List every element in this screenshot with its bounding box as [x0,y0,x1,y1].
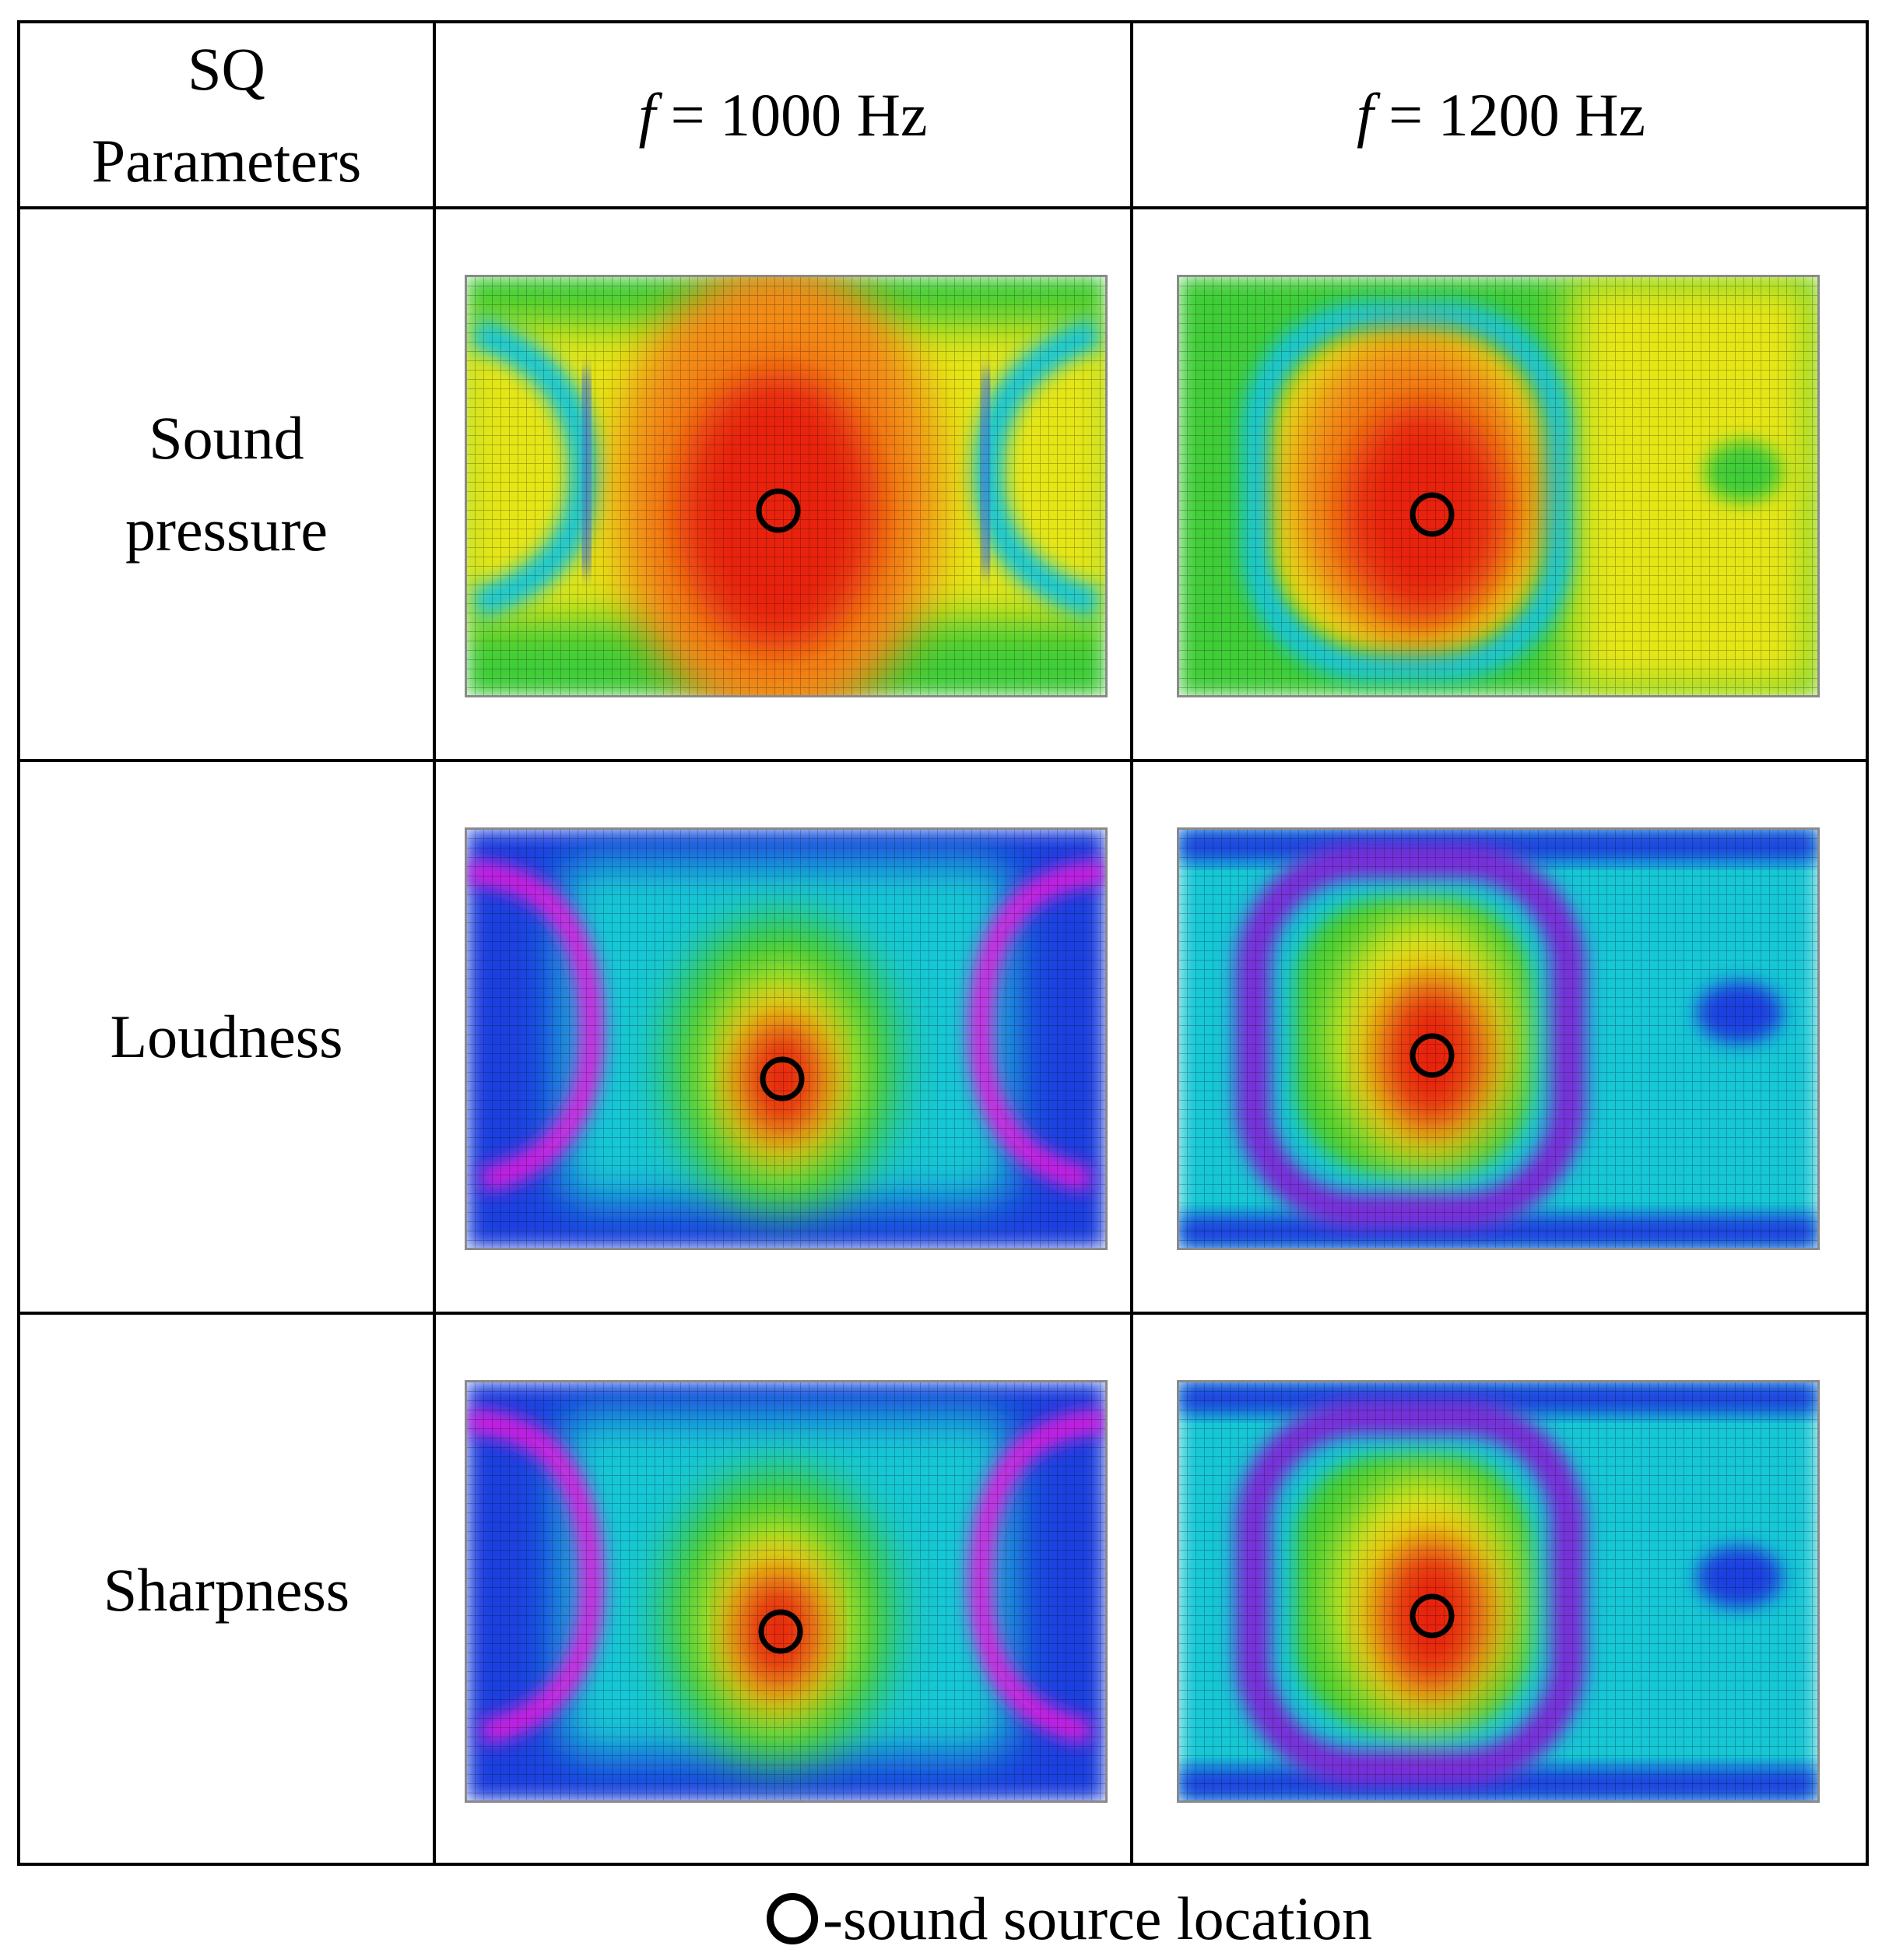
grid-overlay [467,1382,1105,1800]
row-label-sound-pressure: Sound pressure [20,209,433,759]
freq-value: = 1200 Hz [1373,80,1646,149]
row-label-loudness: Loudness [20,762,433,1312]
freq-value: = 1000 Hz [655,80,928,149]
row-divider [20,759,1866,762]
heatmap-sharpness-1000hz [465,1380,1108,1803]
header-parameters-line1: SQ [188,34,265,103]
grid-overlay [1179,830,1817,1248]
circle-outline-icon [767,1893,818,1944]
column-divider [1130,23,1133,1863]
heatmap-sound-pressure-1000hz [465,275,1108,697]
heatmap-sharpness-1200hz [1177,1380,1820,1803]
heatmap-loudness-1200hz [1177,827,1820,1250]
grid-overlay [1179,277,1817,695]
row-label-line1: Loudness [110,1003,343,1070]
sound-source-marker [1410,1593,1455,1639]
row-label-line1: Sound [149,404,304,472]
row-divider [20,206,1866,209]
header-freq-1200: f = 1200 Hz [1133,23,1869,206]
sound-source-marker [1410,492,1455,537]
heatmap-sound-pressure-1200hz [1177,275,1820,697]
row-label-sharpness: Sharpness [20,1315,433,1866]
row-label-line2: pressure [125,496,328,564]
grid-overlay [1179,1382,1817,1800]
grid-overlay [467,830,1105,1248]
legend-text: -sound source location [823,1884,1373,1952]
sound-source-marker [756,488,801,533]
sound-source-marker [760,1056,805,1101]
grid-overlay [467,277,1105,695]
sound-source-marker [758,1609,803,1654]
freq-symbol: f [638,80,656,149]
row-divider [20,1312,1866,1315]
sound-source-marker [1410,1033,1455,1078]
header-parameters-line2: Parameters [91,126,362,195]
results-table: SQ Parameters f = 1000 Hz f = 1200 Hz So… [17,20,1869,1866]
header-parameters: SQ Parameters [20,23,433,206]
row-label-line1: Sharpness [103,1556,350,1624]
heatmap-loudness-1000hz [465,827,1108,1250]
column-divider [433,23,436,1863]
legend: -sound source location [767,1884,1372,1954]
header-freq-1000: f = 1000 Hz [436,23,1130,206]
freq-symbol: f [1356,80,1374,149]
